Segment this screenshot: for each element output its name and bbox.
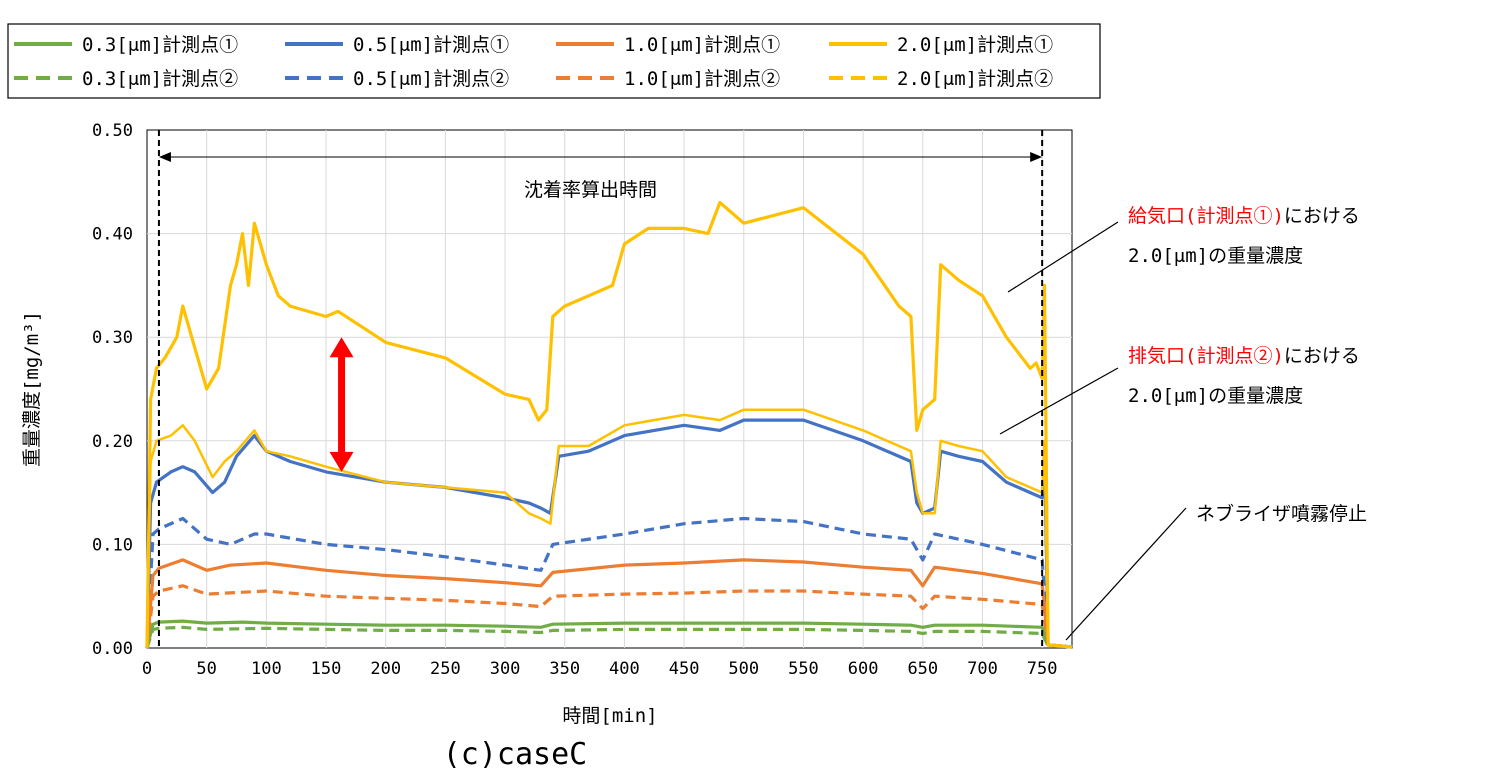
series-line-4: [145, 200, 1073, 649]
x-axis-label: 時間[min]: [562, 705, 657, 727]
x-tick-label: 300: [490, 659, 521, 679]
series-line-2: [145, 418, 1073, 649]
stop-leader-line: [1065, 507, 1187, 641]
chart-caption: (c)caseC: [443, 737, 588, 772]
series-line-8: [145, 408, 1073, 649]
y-tick-labels: 0.00 0.10 0.20 0.30 0.40 0.50: [92, 121, 133, 659]
x-tick-label: 700: [967, 659, 998, 679]
x-tick-label: 450: [669, 659, 700, 679]
legend-label: 0.5[μm]計測点①: [353, 34, 509, 56]
y-tick-label: 0.40: [92, 225, 133, 245]
x-tick-label: 50: [196, 659, 216, 679]
exhaust-annotation-black: における: [1284, 345, 1360, 367]
legend-label: 2.0[μm]計測点②: [897, 68, 1053, 90]
period-arrowhead-left: [158, 152, 171, 162]
legend-label: 0.3[μm]計測点①: [82, 34, 238, 56]
x-tick-label: 750: [1027, 659, 1058, 679]
x-tick-label: 650: [907, 659, 938, 679]
difference-arrowhead-top: [329, 337, 354, 358]
y-tick-label: 0.20: [92, 432, 133, 452]
x-tick-label: 500: [728, 659, 759, 679]
supply-annotation-line1: 給気口(計測点①)における: [1128, 205, 1360, 227]
gridlines: [147, 130, 1072, 648]
supply-annotation-black: における: [1284, 205, 1360, 227]
legend-label: 0.3[μm]計測点②: [82, 68, 238, 90]
x-tick-label: 250: [430, 659, 461, 679]
y-tick-label: 0.30: [92, 328, 133, 348]
x-tick-label: 200: [370, 659, 401, 679]
series-line-3: [145, 558, 1073, 649]
period-arrowhead-right: [1030, 152, 1043, 162]
stop-annotation: ネブライザ噴霧停止: [1196, 502, 1367, 525]
series-layer: [145, 200, 1073, 649]
legend-label: 0.5[μm]計測点②: [353, 68, 509, 90]
legend-label: 1.0[μm]計測点①: [624, 34, 780, 56]
plot-area: 0 50 100 150 200 250 300 350 400 450 500 550 600 650 7…: [92, 121, 1073, 679]
x-tick-label: 350: [549, 659, 580, 679]
y-axis-label: 重量濃度[mg/m³]: [21, 311, 43, 467]
series-line-6: [145, 516, 1073, 649]
series-line-5: [145, 625, 1073, 649]
exhaust-leader-line: [999, 367, 1119, 435]
y-tick-label: 0.10: [92, 535, 133, 555]
annotations: 沈着率算出時間 給気口(計測点①)における 2.0[μm]の重量濃度 排気口(計…: [157, 130, 1367, 648]
x-tick-label: 600: [848, 659, 879, 679]
legend-label: 1.0[μm]計測点②: [624, 68, 780, 90]
supply-annotation-line2: 2.0[μm]の重量濃度: [1128, 245, 1303, 267]
exhaust-annotation-red: 排気口(計測点②): [1128, 345, 1284, 367]
supply-annotation-red: 給気口(計測点①): [1128, 205, 1284, 227]
x-tick-label: 550: [788, 659, 819, 679]
y-tick-label: 0.50: [92, 121, 133, 141]
difference-arrowhead-bottom: [329, 451, 354, 472]
series-line-7: [145, 584, 1073, 649]
series-line-1: [145, 619, 1073, 649]
x-tick-label: 150: [311, 659, 342, 679]
supply-leader-line: [1007, 221, 1119, 293]
x-tick-label: 400: [609, 659, 640, 679]
y-tick-label: 0.00: [92, 639, 133, 659]
period-label: 沈着率算出時間: [524, 179, 657, 201]
x-tick-labels: 0 50 100 150 200 250 300 350 400 450 500 550 600 650 7…: [142, 659, 1058, 679]
exhaust-annotation-line2: 2.0[μm]の重量濃度: [1128, 385, 1303, 407]
legend: 0.3[μm]計測点① 0.5[μm]計測点① 1.0[μm]計測点① 2.0[μm]…: [7, 23, 1101, 99]
plot-frame: [146, 129, 1073, 649]
x-tick-label: 0: [142, 659, 152, 679]
legend-frame: [7, 23, 1101, 99]
exhaust-annotation-line1: 排気口(計測点②)における: [1128, 345, 1360, 367]
x-tick-label: 100: [251, 659, 282, 679]
legend-label: 2.0[μm]計測点①: [897, 34, 1053, 56]
